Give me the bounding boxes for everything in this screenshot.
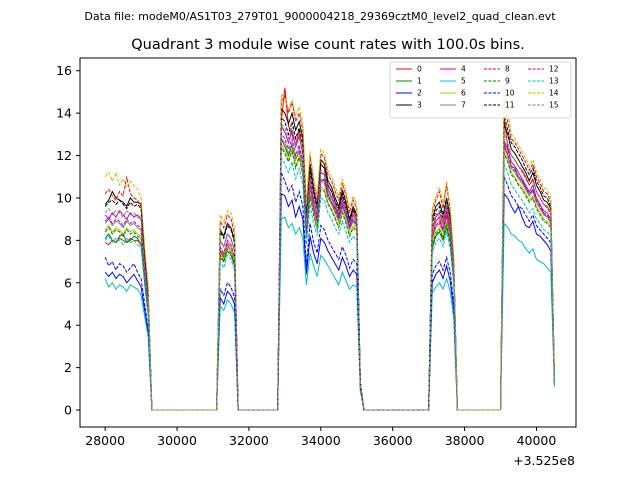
legend-label-8: 8 — [505, 65, 510, 74]
y-tick-label: 8 — [64, 233, 72, 248]
legend-label-7: 7 — [461, 101, 466, 110]
series-line-15 — [104, 122, 555, 411]
x-tick-label: 34000 — [301, 433, 341, 448]
x-tick-label: 28000 — [85, 433, 125, 448]
chart-title: Quadrant 3 module wise count rates with … — [131, 37, 525, 53]
legend-label-2: 2 — [417, 89, 422, 98]
x-tick-label: 38000 — [445, 433, 485, 448]
legend-label-10: 10 — [505, 89, 515, 98]
y-tick-label: 4 — [64, 318, 72, 333]
series-layer — [104, 85, 555, 411]
y-tick-label: 2 — [64, 360, 72, 375]
legend-label-0: 0 — [417, 65, 422, 74]
y-tick-label: 14 — [56, 106, 72, 121]
legend-label-13: 13 — [549, 77, 559, 86]
series-line-10 — [104, 172, 555, 411]
legend-label-4: 4 — [461, 65, 466, 74]
series-line-2 — [104, 192, 555, 411]
legend-label-12: 12 — [549, 65, 559, 74]
y-tick-label: 16 — [56, 63, 72, 78]
series-line-9 — [104, 145, 555, 411]
y-tick-label: 12 — [56, 148, 72, 163]
series-line-7 — [104, 137, 555, 411]
series-line-5 — [104, 216, 555, 411]
y-tick-label: 0 — [64, 403, 72, 418]
x-tick-label: 30000 — [157, 433, 197, 448]
x-tick-label: 36000 — [373, 433, 413, 448]
legend-frame — [389, 61, 572, 119]
legend-label-1: 1 — [417, 77, 422, 86]
y-tick-label: 6 — [64, 275, 72, 290]
legend-label-15: 15 — [549, 101, 559, 110]
figure-suptitle: Data file: modeM0/AS1T03_279T01_90000042… — [84, 10, 556, 23]
y-tick-label: 10 — [56, 190, 72, 205]
x-tick-label: 32000 — [229, 433, 269, 448]
legend-label-14: 14 — [549, 89, 559, 98]
legend-label-6: 6 — [461, 89, 466, 98]
plot-frame — [79, 57, 577, 428]
legend-label-9: 9 — [505, 77, 510, 86]
legend-label-11: 11 — [505, 101, 515, 110]
legend-label-3: 3 — [417, 101, 422, 110]
x-offset-label: +3.525e8 — [513, 453, 575, 468]
series-line-14 — [104, 85, 555, 411]
legend-label-5: 5 — [461, 77, 466, 86]
x-tick-label: 40000 — [517, 433, 557, 448]
series-line-3 — [104, 107, 555, 411]
axis-layer: 28000 30000 32000 34000 36000 38000 40000 0 2 4 6 8… — [56, 63, 556, 448]
series-line-13 — [104, 155, 555, 411]
